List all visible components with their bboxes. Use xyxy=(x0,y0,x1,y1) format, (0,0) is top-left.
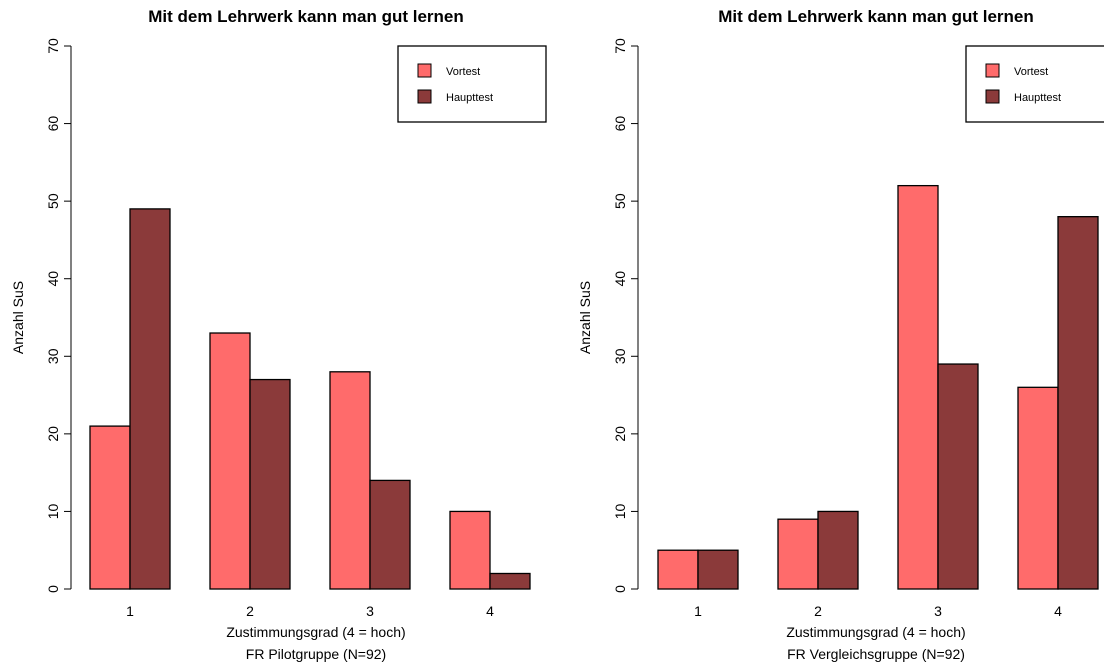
y-tick-label: 50 xyxy=(612,193,628,209)
y-tick-label: 20 xyxy=(45,426,61,442)
bar-vortest-2 xyxy=(209,332,251,590)
x-axis-label: Zustimmungsgrad (4 = hoch) xyxy=(226,624,405,640)
y-axis-label: Anzahl SuS xyxy=(577,281,593,354)
legend-label-vortest: Vortest xyxy=(1014,66,1048,78)
x-tick-label: 3 xyxy=(366,603,374,619)
legend: Vortest Haupttest xyxy=(965,45,1104,123)
legend-label-vortest: Vortest xyxy=(446,66,480,78)
chart-panel-1: Mit dem Lehrwerk kann man gut lernen 0 10 2… xyxy=(10,7,547,662)
y-tick-label: 20 xyxy=(612,426,628,442)
chart-subtitle: FR Pilotgruppe (N=92) xyxy=(246,646,386,662)
x-tick-label: 3 xyxy=(934,603,942,619)
bar-vortest-4 xyxy=(449,510,491,590)
y-tick-label: 50 xyxy=(45,193,61,209)
legend-swatch-haupttest xyxy=(417,89,432,104)
bar-haupttest-4 xyxy=(489,572,531,590)
y-tick-label: 0 xyxy=(45,585,61,593)
bar-haupttest-2 xyxy=(249,378,291,590)
bar-vortest-2 xyxy=(777,518,819,590)
bar-haupttest-4 xyxy=(1057,216,1099,590)
y-tick-label: 40 xyxy=(612,271,628,287)
legend-swatch-vortest xyxy=(985,63,1000,78)
x-tick-label: 1 xyxy=(126,603,134,619)
bar-vortest-1 xyxy=(89,425,131,590)
y-tick-label: 0 xyxy=(612,585,628,593)
legend-box xyxy=(965,45,1104,123)
y-tick-label: 70 xyxy=(45,38,61,54)
bar-haupttest-1 xyxy=(697,549,739,590)
y-tick-label: 70 xyxy=(612,38,628,54)
legend: Vortest Haupttest xyxy=(397,45,547,123)
bar-haupttest-3 xyxy=(369,479,411,590)
x-tick-label: 1 xyxy=(694,603,702,619)
legend-box xyxy=(397,45,547,123)
y-tick-label: 40 xyxy=(45,271,61,287)
y-tick-label: 30 xyxy=(612,348,628,364)
bar-vortest-4 xyxy=(1017,386,1059,590)
bar-vortest-3 xyxy=(329,371,371,590)
y-tick-label: 30 xyxy=(45,348,61,364)
bar-haupttest-3 xyxy=(937,363,979,590)
y-tick-label: 60 xyxy=(45,116,61,132)
chart-panel-2: Mit dem Lehrwerk kann man gut lernen 0 10 2… xyxy=(577,7,1104,662)
y-tick-label: 60 xyxy=(612,116,628,132)
legend-label-haupttest: Haupttest xyxy=(446,92,493,104)
y-axis-label: Anzahl SuS xyxy=(10,281,26,354)
chart-subtitle: FR Vergleichsgruppe (N=92) xyxy=(787,646,965,662)
x-axis-label: Zustimmungsgrad (4 = hoch) xyxy=(786,624,965,640)
x-tick-label: 2 xyxy=(814,603,822,619)
bar-haupttest-1 xyxy=(129,208,171,590)
chart-title: Mit dem Lehrwerk kann man gut lernen xyxy=(718,7,1034,26)
bar-vortest-3 xyxy=(897,184,939,590)
bar-vortest-1 xyxy=(657,549,699,590)
legend-swatch-vortest xyxy=(417,63,432,78)
y-tick-label: 10 xyxy=(45,503,61,519)
bar-haupttest-2 xyxy=(817,510,859,590)
x-tick-label: 4 xyxy=(1054,603,1062,619)
y-tick-label: 10 xyxy=(612,503,628,519)
chart-title: Mit dem Lehrwerk kann man gut lernen xyxy=(148,7,464,26)
x-tick-label: 2 xyxy=(246,603,254,619)
legend-swatch-haupttest xyxy=(985,89,1000,104)
legend-label-haupttest: Haupttest xyxy=(1014,92,1061,104)
x-tick-label: 4 xyxy=(486,603,494,619)
